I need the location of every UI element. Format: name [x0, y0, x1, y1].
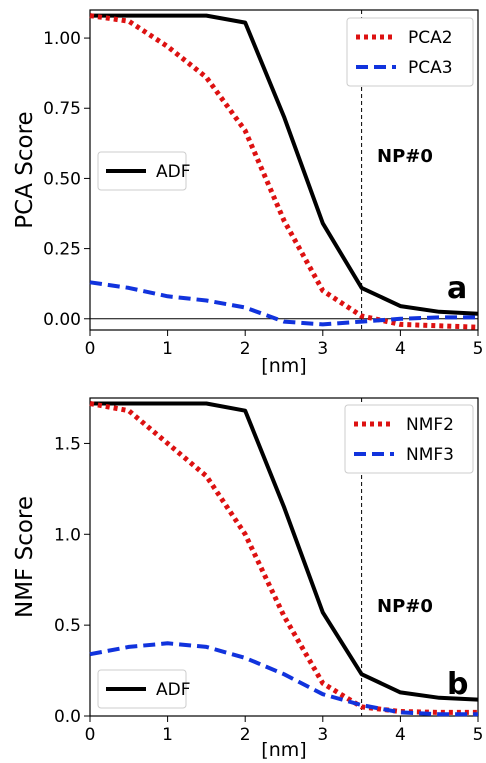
- x-tick-label: 0: [85, 339, 96, 359]
- series-line-pca2: [89, 13, 479, 330]
- series-line-adf: [90, 13, 479, 316]
- panel-letter: a: [447, 271, 467, 306]
- legend-label-pca2: PCA2: [408, 28, 453, 48]
- y-axis-label: PCA Score: [12, 111, 38, 228]
- legend-left: ADF: [97, 151, 191, 191]
- series-line-nmf2: [89, 401, 478, 715]
- x-tick-label: 1: [162, 339, 173, 359]
- y-tick-label: 1.0: [54, 525, 81, 545]
- x-tick-label: 5: [473, 339, 484, 359]
- y-tick-label: 1.5: [54, 434, 81, 454]
- x-tick-label: 1: [162, 725, 173, 745]
- legend-left: ADF: [97, 669, 191, 709]
- legend-top-right: PCA2 PCA3: [346, 17, 474, 87]
- x-tick-label: 4: [395, 339, 406, 359]
- y-tick-label: 0.25: [43, 240, 81, 260]
- y-axis-label: NMF Score: [12, 496, 38, 618]
- axis-ticks: 0 1 2 3 4 5 0.00 0.25 0.50 0.75 1.00: [43, 29, 483, 359]
- axis-ticks: 0 1 2 3 4 5 0.0 0.5 1.0 1.5: [54, 434, 483, 745]
- x-tick-label: 0: [85, 725, 96, 745]
- x-tick-label: 2: [240, 339, 251, 359]
- y-tick-label: 0.00: [43, 310, 81, 330]
- y-tick-label: 0.75: [43, 99, 81, 119]
- y-tick-label: 0.5: [54, 616, 81, 636]
- panel-a: 0 1 2 3 4 5 0.00 0.25 0.50 0.75 1.00 NP#0 a PCA2 P…: [12, 9, 483, 377]
- y-tick-label: 0.50: [43, 169, 81, 189]
- series-group: [89, 13, 479, 330]
- legend-label-adf: ADF: [156, 162, 191, 182]
- x-axis-label: [nm]: [261, 355, 306, 377]
- series-line-adf: [90, 401, 479, 702]
- y-tick-label: 1.00: [43, 29, 81, 49]
- x-axis-label: [nm]: [261, 739, 306, 761]
- x-tick-label: 4: [395, 725, 406, 745]
- plot-frame: [89, 397, 479, 717]
- series-line-pca3: [89, 280, 478, 327]
- legend-top-right: NMF2 NMF3: [344, 404, 474, 474]
- legend-label-adf: ADF: [156, 680, 191, 700]
- series-line-nmf3: [89, 641, 478, 717]
- x-tick-label: 5: [473, 725, 484, 745]
- annotation-label: NP#0: [377, 596, 433, 617]
- plot-frame: [89, 9, 479, 331]
- y-tick-label: 0.0: [54, 707, 81, 727]
- series-group: [89, 401, 479, 717]
- panel-letter: b: [447, 667, 468, 702]
- legend-label-nmf3: NMF3: [406, 445, 454, 465]
- panel-b: 0 1 2 3 4 50.00.51.01.5 NP#0 b NMF2 NMF3 ADF …: [12, 397, 483, 761]
- legend-label-pca3: PCA3: [408, 58, 453, 78]
- legend-label-nmf2: NMF2: [406, 415, 454, 435]
- x-tick-label: 2: [240, 725, 251, 745]
- x-tick-label: 3: [317, 725, 328, 745]
- x-tick-label: 3: [317, 339, 328, 359]
- annotation-label: NP#0: [377, 146, 433, 167]
